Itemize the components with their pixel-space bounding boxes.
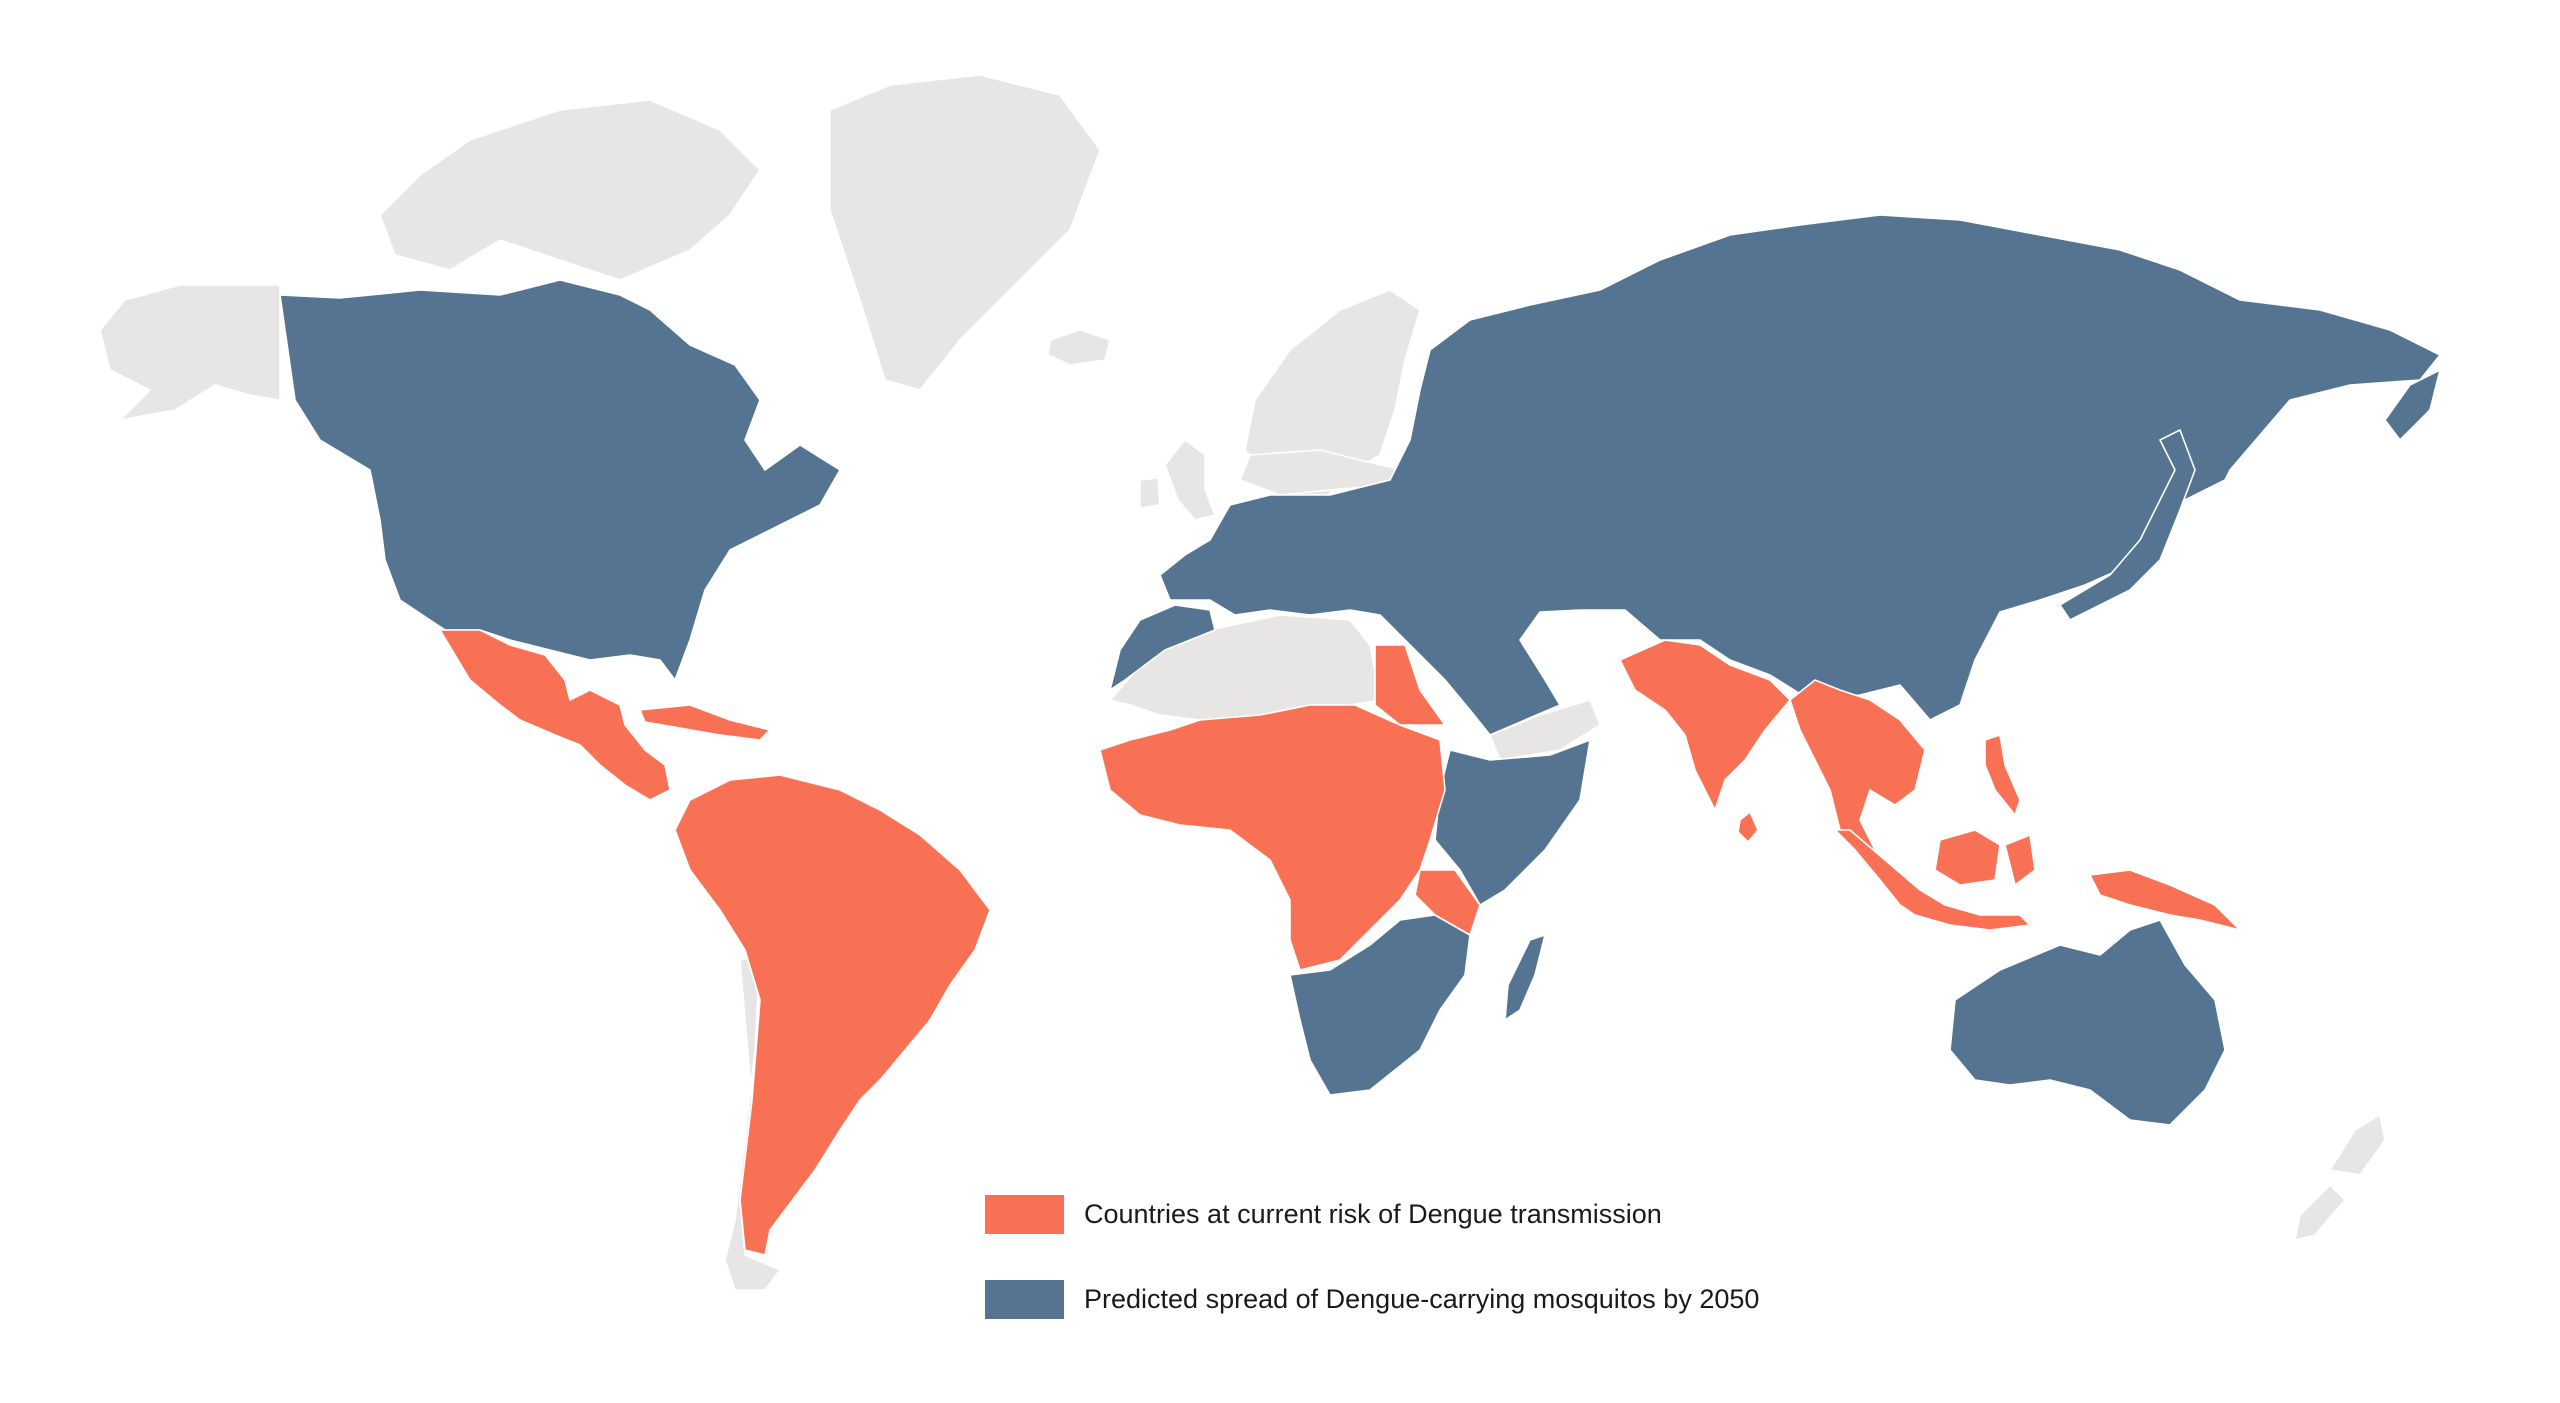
legend-label-predicted-2050: Predicted spread of Dengue-carrying mosq…: [1084, 1284, 1760, 1314]
region-north-africa: [1109, 614, 1381, 721]
region-eurasia: [1159, 214, 2441, 736]
region-southern-africa: [1289, 914, 1471, 1096]
map-legend: Countries at current risk of Dengue tran…: [985, 1195, 1759, 1319]
legend-item-current-risk: Countries at current risk of Dengue tran…: [985, 1195, 1759, 1234]
current-risk-land: [439, 629, 2241, 1256]
region-australia: [1949, 919, 2226, 1126]
region-iceland: [1047, 329, 1111, 366]
region-india: [1619, 639, 1791, 811]
region-morocco: [1109, 604, 1216, 691]
legend-swatch-predicted-2050: [985, 1280, 1064, 1319]
region-east-africa: [1434, 739, 1591, 906]
region-southeast-asia: [1789, 679, 1926, 866]
region-alaska: [99, 284, 281, 421]
region-north-america: [279, 279, 841, 681]
region-philippines: [1984, 734, 2021, 816]
legend-label-current-risk: Countries at current risk of Dengue tran…: [1084, 1199, 1662, 1229]
legend-item-predicted-2050: Predicted spread of Dengue-carrying mosq…: [985, 1280, 1759, 1319]
region-japan: [2059, 429, 2196, 621]
region-greenland: [829, 74, 1101, 391]
region-new-zealand: [2294, 1114, 2386, 1241]
region-west-central-africa: [1099, 704, 1446, 971]
region-uk-ireland: [1139, 439, 1216, 521]
region-sri-lanka: [1737, 811, 1759, 843]
region-indonesia: [1834, 829, 2036, 931]
region-kamchatka: [2384, 369, 2441, 441]
region-tanzania: [1414, 869, 1481, 936]
region-arctic-islands: [379, 99, 761, 281]
region-egypt: [1374, 644, 1446, 726]
region-south-america: [674, 774, 991, 1256]
region-mexico-central-america: [439, 629, 671, 801]
predicted-2050-land: [279, 214, 2441, 1126]
region-papua: [2089, 869, 2241, 931]
legend-swatch-current-risk: [985, 1195, 1064, 1234]
region-caribbean: [639, 704, 771, 741]
region-madagascar: [1504, 934, 1546, 1021]
